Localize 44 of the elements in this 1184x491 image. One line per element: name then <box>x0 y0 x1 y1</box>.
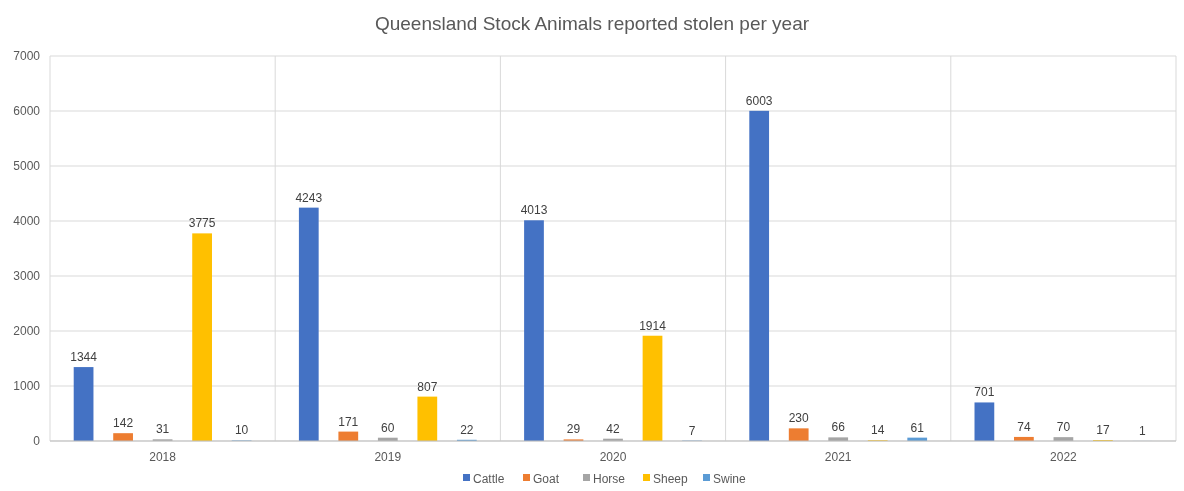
data-label: 230 <box>788 411 810 426</box>
data-label: 61 <box>910 420 925 435</box>
legend-label: Sheep <box>653 472 689 486</box>
data-label: 807 <box>417 379 438 394</box>
x-tick-label: 2021 <box>824 450 852 464</box>
data-label: 7 <box>688 423 696 438</box>
y-tick-label: 5000 <box>13 159 41 173</box>
x-tick-label: 2020 <box>599 450 627 464</box>
data-label: 1914 <box>639 318 667 333</box>
data-label: 4013 <box>520 203 548 218</box>
legend-label: Cattle <box>473 472 505 486</box>
y-tick-label: 1000 <box>13 379 41 393</box>
data-label: 74 <box>1017 419 1031 434</box>
data-label: 14 <box>871 423 885 438</box>
data-label: 10 <box>234 423 249 438</box>
x-tick-label: 2018 <box>149 450 177 464</box>
data-label: 17 <box>1096 423 1110 438</box>
data-label: 60 <box>381 420 395 435</box>
data-label: 70 <box>1056 420 1071 435</box>
legend-label: Horse <box>593 472 626 486</box>
data-label: 6003 <box>745 93 773 108</box>
x-tick-label: 2022 <box>1050 450 1078 464</box>
x-tick-label: 2019 <box>374 450 402 464</box>
data-label: 1 <box>1139 423 1147 438</box>
y-tick-label: 7000 <box>13 49 41 63</box>
y-tick-label: 0 <box>33 434 41 448</box>
legend-label: Goat <box>533 472 560 486</box>
data-label: 29 <box>566 422 581 437</box>
chart-title: Queensland Stock Animals reported stolen per year <box>374 13 810 34</box>
data-label: 42 <box>606 421 620 436</box>
data-label: 4243 <box>295 190 323 205</box>
y-tick-label: 3000 <box>13 269 41 283</box>
data-label: 3775 <box>188 216 216 231</box>
y-tick-label: 4000 <box>13 214 41 228</box>
data-label: 22 <box>460 422 474 437</box>
legend-label: Swine <box>713 472 747 486</box>
data-label: 142 <box>113 416 134 431</box>
data-label: 66 <box>831 420 846 435</box>
data-label: 171 <box>338 414 359 429</box>
data-label: 1344 <box>70 350 98 365</box>
y-tick-label: 6000 <box>13 104 41 118</box>
y-tick-label: 2000 <box>13 324 41 338</box>
data-label: 701 <box>974 385 995 400</box>
data-label: 31 <box>155 422 170 437</box>
